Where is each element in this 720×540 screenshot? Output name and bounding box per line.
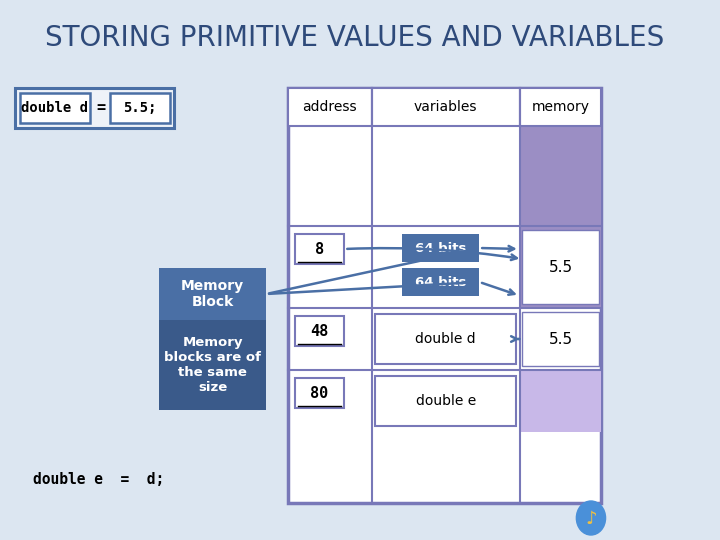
Text: memory: memory [531,100,590,114]
FancyBboxPatch shape [375,314,516,364]
Text: ♪: ♪ [585,510,597,528]
Text: STORING PRIMITIVE VALUES AND VARIABLES: STORING PRIMITIVE VALUES AND VARIABLES [45,24,664,52]
Circle shape [577,501,606,535]
Text: 5.5: 5.5 [549,332,572,347]
Text: double e  =  d;: double e = d; [32,472,164,488]
Text: 5.5;: 5.5; [123,101,157,115]
FancyBboxPatch shape [294,234,344,264]
FancyBboxPatch shape [294,378,344,408]
FancyBboxPatch shape [159,268,266,320]
FancyBboxPatch shape [522,230,599,304]
Text: double e: double e [415,394,476,408]
FancyBboxPatch shape [372,88,520,126]
FancyBboxPatch shape [402,268,480,296]
FancyBboxPatch shape [288,88,372,126]
FancyBboxPatch shape [110,93,170,123]
Text: 64 bits: 64 bits [415,275,467,288]
FancyBboxPatch shape [522,312,599,366]
Text: address: address [302,100,357,114]
FancyBboxPatch shape [520,126,601,226]
Text: =: = [96,100,106,116]
Text: 64 bits: 64 bits [415,241,467,254]
FancyBboxPatch shape [15,88,174,128]
FancyBboxPatch shape [520,88,601,126]
Text: Memory
Block: Memory Block [181,279,244,309]
FancyBboxPatch shape [19,93,90,123]
Text: double d: double d [22,101,89,115]
Text: double d: double d [415,332,476,346]
Text: variables: variables [414,100,477,114]
FancyBboxPatch shape [520,226,601,308]
FancyBboxPatch shape [375,376,516,426]
Text: 8: 8 [315,241,324,256]
Text: Memory
blocks are of
the same
size: Memory blocks are of the same size [164,336,261,394]
FancyBboxPatch shape [520,370,601,432]
FancyBboxPatch shape [402,234,480,262]
FancyBboxPatch shape [159,320,266,410]
FancyBboxPatch shape [288,88,601,503]
FancyBboxPatch shape [294,316,344,346]
Text: 80: 80 [310,386,328,401]
Text: 48: 48 [310,323,328,339]
Text: 5.5: 5.5 [549,260,572,274]
